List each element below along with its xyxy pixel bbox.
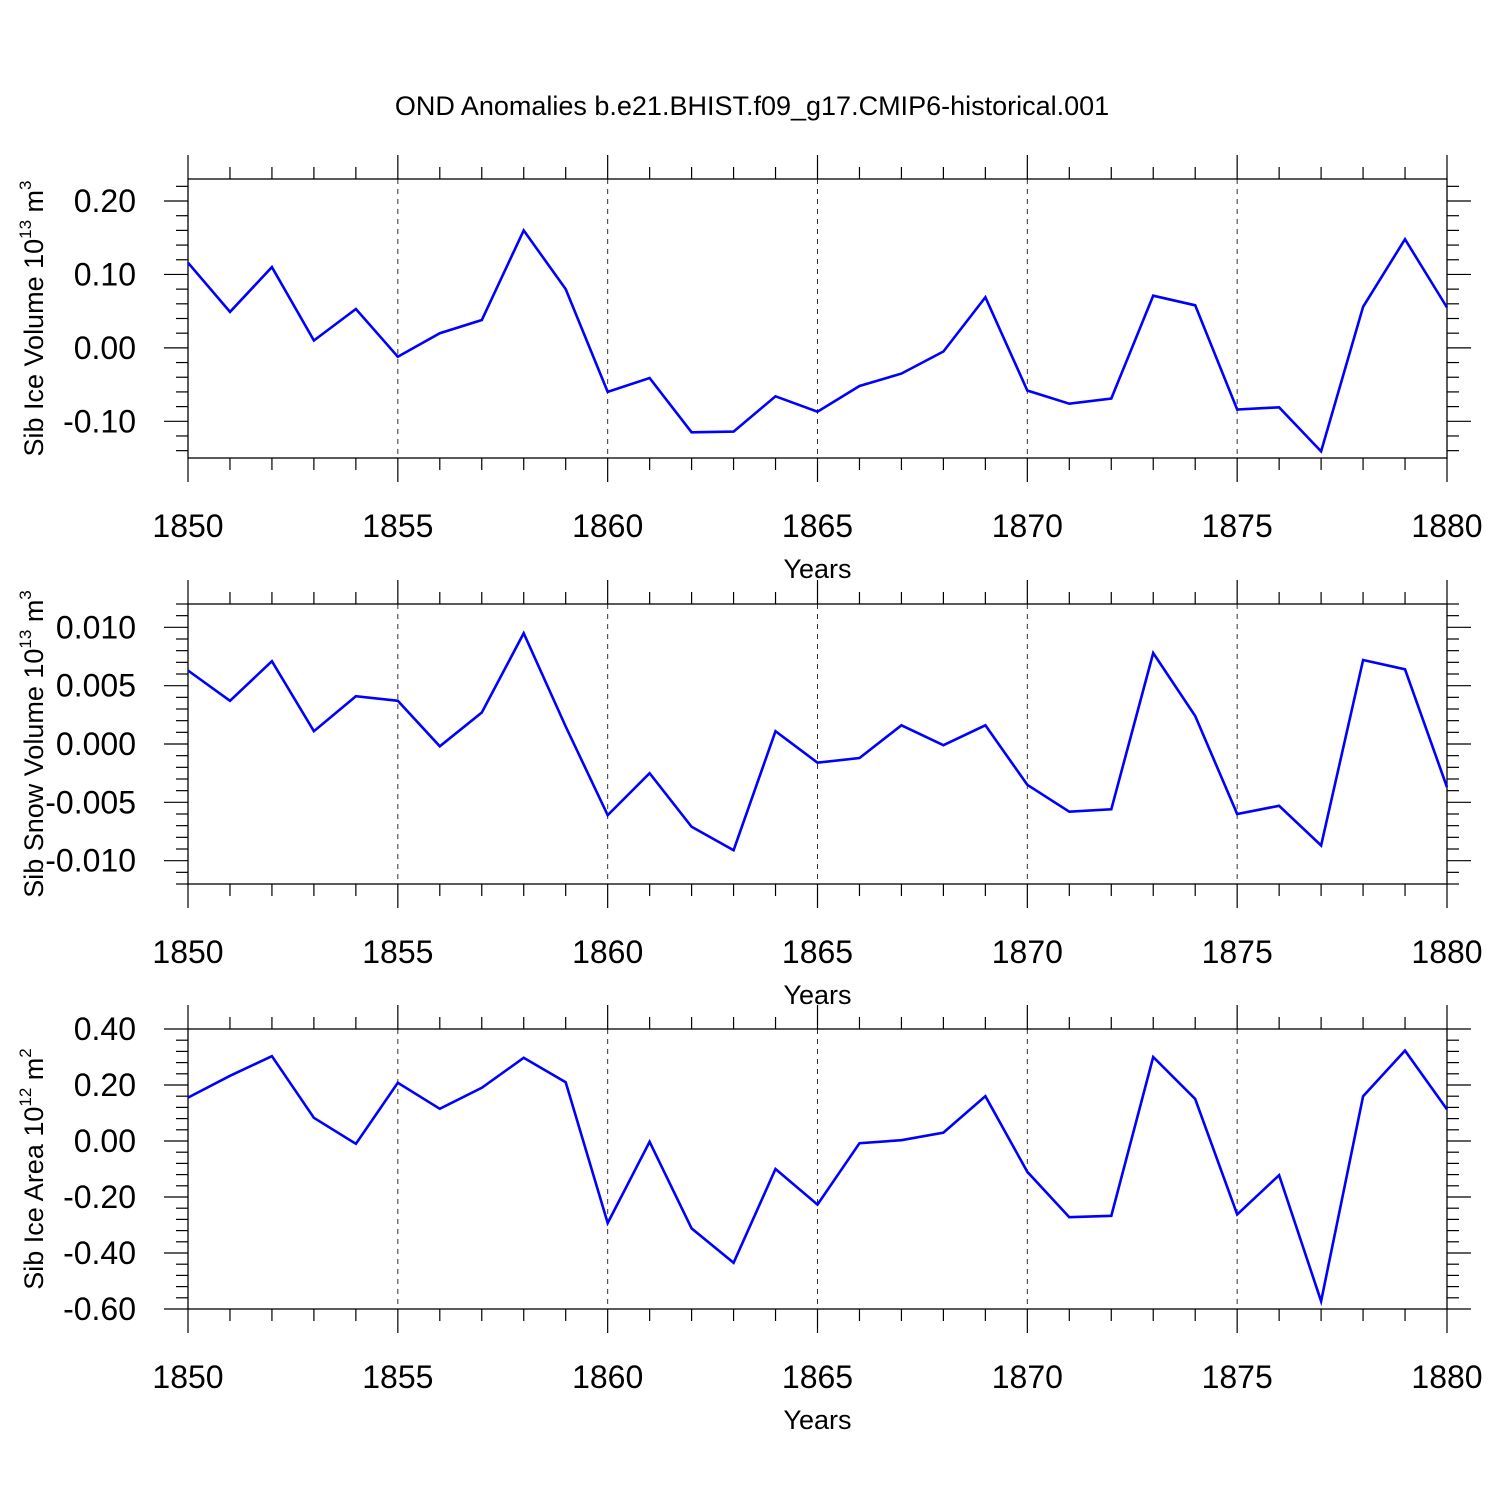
series-line-snow-volume xyxy=(187,630,1449,853)
y-axis-label-unit: m xyxy=(19,190,49,220)
y-tick-label: -0.10 xyxy=(63,403,136,439)
x-tick-label: 1850 xyxy=(152,1359,223,1395)
y-axis-label-unit: m xyxy=(19,1058,49,1088)
y-tick-label: 0.005 xyxy=(56,668,136,704)
x-tick-label: 1865 xyxy=(782,934,853,970)
y-axis-label-main: Sib Snow Volume 10 xyxy=(19,649,49,898)
y-tick-label: -0.20 xyxy=(63,1179,136,1215)
x-tick-label: 1860 xyxy=(572,934,643,970)
y-tick-label: 0.010 xyxy=(56,609,136,645)
x-tick-label: 1870 xyxy=(992,1359,1063,1395)
x-axis-label: Years xyxy=(783,1405,851,1435)
panel-ice-volume: 0.20 0.10 0.00 -0.10 1850 1855 1860 1865 1870 187… xyxy=(16,155,1483,584)
y-axis-label-unit-exponent: 2 xyxy=(16,1048,35,1057)
y-axis-label-exponent: 13 xyxy=(16,220,35,239)
y-tick-label: 0.00 xyxy=(74,330,136,366)
y-tick-label: -0.40 xyxy=(63,1235,136,1271)
x-tick-label: 1880 xyxy=(1411,508,1482,544)
x-axis-label: Years xyxy=(783,554,851,584)
y-axis-label-main: Sib Ice Volume 10 xyxy=(19,239,49,457)
x-tick-label: 1850 xyxy=(152,508,223,544)
x-tick-label: 1870 xyxy=(992,934,1063,970)
panel-ice-area: 0.40 0.20 0.00 -0.20 -0.40 -0.60 1850 1855 1860 1… xyxy=(16,1005,1483,1435)
y-tick-label: 0.40 xyxy=(74,1011,136,1047)
x-tick-label: 1855 xyxy=(362,508,433,544)
y-tick-label: 0.00 xyxy=(74,1123,136,1159)
series-line-ice-volume xyxy=(187,227,1449,454)
y-axis-label: Sib Snow Volume 1013 m3 xyxy=(16,590,49,898)
panel-snow-volume: 0.010 0.005 0.000 -0.005 -0.010 1850 1855 1860 1… xyxy=(16,580,1483,1010)
y-axis-label-unit-exponent: 3 xyxy=(16,180,35,189)
x-tick-label: 1880 xyxy=(1411,934,1482,970)
y-tick-label: 0.10 xyxy=(74,256,136,292)
y-tick-label: -0.010 xyxy=(45,843,136,879)
x-tick-label: 1875 xyxy=(1202,934,1273,970)
y-tick-label: 0.20 xyxy=(74,1067,136,1103)
y-axis-label: Sib Ice Area 1012 m2 xyxy=(16,1048,49,1290)
x-tick-label: 1880 xyxy=(1411,1359,1482,1395)
y-tick-label: 0.000 xyxy=(56,726,136,762)
x-tick-label: 1855 xyxy=(362,934,433,970)
y-axis-label-unit: m xyxy=(19,600,49,630)
x-tick-label: 1860 xyxy=(572,1359,643,1395)
y-axis-label-main: Sib Ice Area 10 xyxy=(19,1107,49,1290)
y-tick-label: -0.60 xyxy=(63,1291,136,1327)
series-line-ice-area xyxy=(187,1048,1449,1307)
x-tick-label: 1875 xyxy=(1202,1359,1273,1395)
x-tick-label: 1875 xyxy=(1202,508,1273,544)
x-tick-label: 1865 xyxy=(782,508,853,544)
x-tick-label: 1865 xyxy=(782,1359,853,1395)
y-axis-label: Sib Ice Volume 1013 m3 xyxy=(16,180,49,456)
chart-title: OND Anomalies b.e21.BHIST.f09_g17.CMIP6-… xyxy=(395,91,1109,121)
x-tick-label: 1860 xyxy=(572,508,643,544)
x-tick-label: 1870 xyxy=(992,508,1063,544)
y-tick-label: -0.005 xyxy=(45,784,136,820)
x-tick-label: 1855 xyxy=(362,1359,433,1395)
y-axis-label-exponent: 13 xyxy=(16,630,35,649)
y-axis-label-unit-exponent: 3 xyxy=(16,590,35,599)
y-tick-label: 0.20 xyxy=(74,183,136,219)
x-tick-label: 1850 xyxy=(152,934,223,970)
y-axis-label-exponent: 12 xyxy=(16,1088,35,1107)
